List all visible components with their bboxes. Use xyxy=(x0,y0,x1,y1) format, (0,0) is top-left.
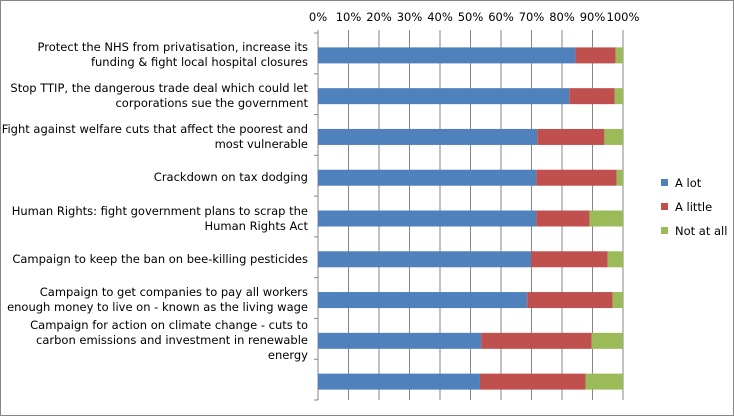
bar-not-at-all xyxy=(591,332,623,349)
category-label: Campaign for action on climate change - … xyxy=(30,318,308,363)
bar-not-at-all xyxy=(607,251,623,268)
bar-a-lot xyxy=(318,332,482,349)
x-tick-label: 60% xyxy=(488,10,514,24)
x-tick-label: 40% xyxy=(427,10,453,24)
category-label: Stop TTIP, the dangerous trade deal whic… xyxy=(10,81,308,111)
category-label: Human Rights: fight government plans to … xyxy=(11,203,308,233)
legend-label: A lot xyxy=(675,176,702,190)
bar-a-lot xyxy=(318,210,537,227)
x-tick-label: 20% xyxy=(366,10,392,24)
bar-a-little xyxy=(537,128,605,145)
bar-a-little xyxy=(531,251,608,268)
category-label: Campaign to get companies to pay all wor… xyxy=(7,285,308,315)
legend-label: Not at all xyxy=(675,224,727,238)
bar-not-at-all xyxy=(604,128,623,145)
bar-a-little xyxy=(479,373,586,390)
bar-not-at-all xyxy=(589,210,623,227)
category-label: Campaign to keep the ban on bee-killing … xyxy=(12,251,308,266)
bar-not-at-all xyxy=(615,47,623,64)
bar-a-lot xyxy=(318,169,537,186)
legend-label: A little xyxy=(675,200,712,214)
bar-a-lot xyxy=(318,251,532,268)
bar-not-at-all xyxy=(612,292,623,309)
bar-a-little xyxy=(481,332,592,349)
bar-a-lot xyxy=(318,292,528,309)
x-tick-label: 90% xyxy=(580,10,606,24)
x-tick-label: 10% xyxy=(336,10,362,24)
x-tick-label: 80% xyxy=(549,10,575,24)
bar-not-at-all xyxy=(614,88,623,105)
bar-not-at-all xyxy=(585,373,623,390)
legend-swatch xyxy=(661,227,668,234)
bar-a-little xyxy=(536,169,617,186)
bar-a-lot xyxy=(318,47,576,64)
category-label: Protect the NHS from privatisation, incr… xyxy=(37,40,308,70)
x-tick-label: 30% xyxy=(397,10,423,24)
x-tick-label: 100% xyxy=(607,10,640,24)
x-tick-label: 50% xyxy=(458,10,484,24)
category-label: Fight against welfare cuts that affect t… xyxy=(1,121,308,151)
bar-a-lot xyxy=(318,128,538,145)
category-label: Crackdown on tax dodging xyxy=(153,170,308,185)
bar-a-little xyxy=(527,292,613,309)
bar-a-lot xyxy=(318,88,570,105)
bar-not-at-all xyxy=(616,169,623,186)
bar-a-lot xyxy=(318,373,480,390)
bar-a-little xyxy=(575,47,616,64)
bar-a-little xyxy=(536,210,590,227)
bar-a-little xyxy=(569,88,615,105)
legend-swatch xyxy=(661,203,668,210)
legend-swatch xyxy=(661,179,668,186)
x-tick-label: 70% xyxy=(519,10,545,24)
x-tick-label: 0% xyxy=(309,10,327,24)
